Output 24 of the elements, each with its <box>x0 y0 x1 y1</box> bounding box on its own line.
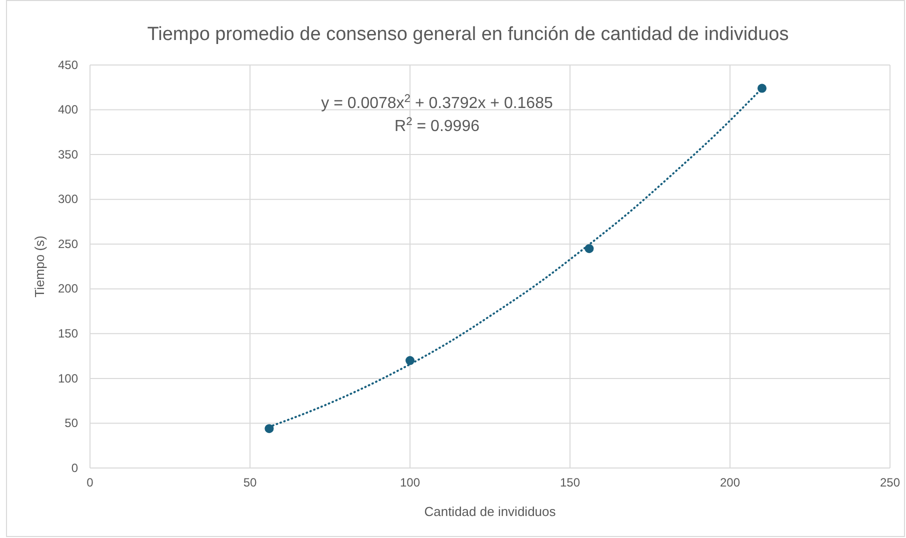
x-tick-label: 150 <box>560 476 580 490</box>
x-tick-label: 200 <box>720 476 740 490</box>
x-tick-label: 50 <box>243 476 257 490</box>
chart-title: Tiempo promedio de consenso general en función de cantidad de individuos <box>147 24 789 45</box>
y-tick-label: 350 <box>58 147 78 162</box>
x-tick-label: 100 <box>400 476 420 490</box>
point <box>757 84 767 93</box>
y-axis-title: Tiempo (s) <box>32 236 47 298</box>
point <box>405 356 415 366</box>
y-tick-label: 400 <box>58 102 78 117</box>
point <box>264 424 274 434</box>
y-tick-label: 200 <box>58 282 78 296</box>
y-tick-label: 100 <box>58 371 78 386</box>
y-tick-label: 300 <box>58 192 78 206</box>
y-tick-label: 450 <box>58 58 78 72</box>
annotation: y = 0.0078x$^{2}$ + 0.3792x + 0.1685 <box>321 93 553 112</box>
y-tick-label: 250 <box>58 236 78 251</box>
y-tick-label: 150 <box>58 326 78 341</box>
x-tick-label: 0 <box>86 476 94 490</box>
y-tick-label: 50 <box>64 416 78 430</box>
x-axis-title: Cantidad de invididuos <box>424 504 556 519</box>
x-tick-label: 250 <box>880 476 900 490</box>
y-tick-label: 0 <box>71 460 78 475</box>
annotation: R$^{2}$ = 0.9996 <box>394 116 480 135</box>
